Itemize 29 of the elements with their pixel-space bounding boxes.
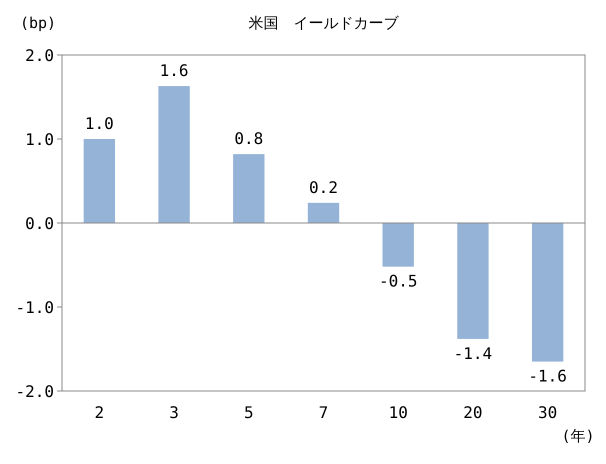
y-tick-label: 1.0 <box>25 130 54 149</box>
data-label: -1.4 <box>454 344 492 363</box>
bar <box>84 139 116 223</box>
bar <box>457 223 489 339</box>
x-tick-label: 7 <box>318 403 328 422</box>
x-tick-label: 2 <box>94 403 104 422</box>
data-label: 0.2 <box>309 178 338 197</box>
y-tick-label: 2.0 <box>25 46 54 65</box>
data-label: -1.6 <box>528 366 567 386</box>
y-axis-title: (bp) <box>20 14 56 32</box>
x-tick-label: 20 <box>463 403 483 422</box>
data-label: 1.0 <box>84 114 114 133</box>
bar <box>382 223 414 267</box>
x-tick-label: 3 <box>169 403 179 422</box>
bar <box>233 154 264 223</box>
x-tick-label: 30 <box>538 403 558 422</box>
data-label: 1.6 <box>160 61 189 80</box>
y-tick-label: -2.0 <box>15 382 54 401</box>
y-tick-label: 0.0 <box>25 214 54 233</box>
x-axis-title: (年) <box>561 427 595 445</box>
x-tick-label: 5 <box>244 403 254 422</box>
bar <box>532 223 564 362</box>
bar <box>308 202 340 223</box>
data-label: -0.5 <box>378 272 418 291</box>
chart-title: 米国 イールドカーブ <box>248 14 400 32</box>
data-label: 0.8 <box>234 129 264 148</box>
y-tick-label: -1.0 <box>15 298 54 317</box>
x-tick-label: 10 <box>388 403 408 422</box>
bar <box>158 86 190 223</box>
